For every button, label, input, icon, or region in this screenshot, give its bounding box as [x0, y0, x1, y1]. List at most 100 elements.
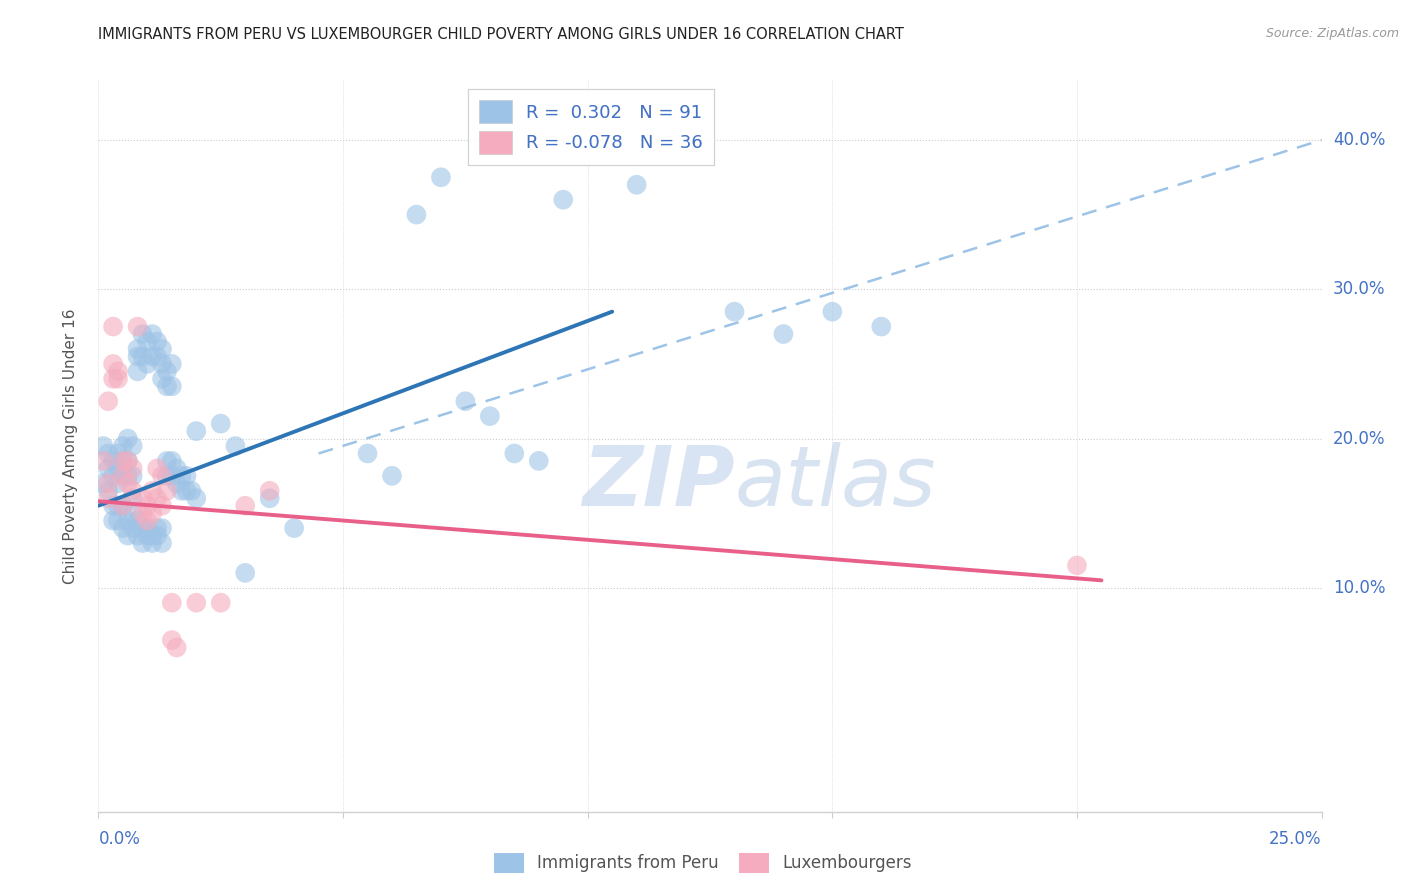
- Point: [141, 536, 163, 550]
- Point: [111, 499, 134, 513]
- Point: [146, 521, 169, 535]
- Point: [97, 394, 120, 409]
- Point: [97, 461, 120, 475]
- Point: [91, 439, 114, 453]
- Point: [107, 461, 129, 475]
- Point: [101, 372, 124, 386]
- Point: [283, 521, 305, 535]
- Point: [101, 514, 124, 528]
- Text: 20.0%: 20.0%: [1333, 430, 1385, 448]
- Point: [101, 454, 124, 468]
- Point: [821, 304, 844, 318]
- Point: [97, 491, 120, 506]
- Point: [160, 633, 183, 648]
- Point: [146, 491, 169, 506]
- Text: ZIP: ZIP: [582, 442, 734, 523]
- Text: 0.0%: 0.0%: [98, 830, 141, 847]
- Point: [160, 468, 183, 483]
- Point: [150, 372, 173, 386]
- Point: [107, 446, 129, 460]
- Point: [1066, 558, 1088, 573]
- Point: [553, 193, 575, 207]
- Point: [170, 468, 193, 483]
- Point: [111, 499, 134, 513]
- Point: [117, 476, 139, 491]
- Point: [107, 499, 129, 513]
- Point: [141, 326, 163, 341]
- Point: [131, 350, 153, 364]
- Text: 30.0%: 30.0%: [1333, 280, 1385, 298]
- Point: [111, 454, 134, 468]
- Point: [170, 483, 193, 498]
- Point: [107, 476, 129, 491]
- Point: [150, 536, 173, 550]
- Point: [111, 439, 134, 453]
- Text: Source: ZipAtlas.com: Source: ZipAtlas.com: [1265, 27, 1399, 40]
- Point: [136, 334, 159, 349]
- Point: [121, 491, 143, 506]
- Point: [156, 364, 179, 378]
- Point: [146, 334, 169, 349]
- Y-axis label: Child Poverty Among Girls Under 16: Child Poverty Among Girls Under 16: [63, 309, 77, 583]
- Text: 10.0%: 10.0%: [1333, 579, 1385, 597]
- Point: [127, 342, 149, 356]
- Point: [723, 304, 745, 318]
- Point: [111, 521, 134, 535]
- Point: [136, 357, 159, 371]
- Point: [870, 319, 893, 334]
- Point: [127, 364, 149, 378]
- Point: [150, 521, 173, 535]
- Point: [626, 178, 648, 192]
- Point: [141, 506, 163, 520]
- Point: [160, 454, 183, 468]
- Point: [259, 491, 281, 506]
- Point: [233, 499, 256, 513]
- Point: [209, 417, 232, 431]
- Point: [141, 528, 163, 542]
- Point: [160, 379, 183, 393]
- Point: [233, 566, 256, 580]
- Point: [111, 468, 134, 483]
- Point: [146, 350, 169, 364]
- Text: IMMIGRANTS FROM PERU VS LUXEMBOURGER CHILD POVERTY AMONG GIRLS UNDER 16 CORRELAT: IMMIGRANTS FROM PERU VS LUXEMBOURGER CHI…: [98, 27, 904, 42]
- Point: [136, 514, 159, 528]
- Point: [101, 319, 124, 334]
- Point: [772, 326, 794, 341]
- Point: [97, 483, 120, 498]
- Point: [107, 372, 129, 386]
- Point: [136, 499, 159, 513]
- Point: [160, 357, 183, 371]
- Point: [107, 514, 129, 528]
- Point: [127, 350, 149, 364]
- Point: [150, 342, 173, 356]
- Point: [97, 446, 120, 460]
- Point: [101, 357, 124, 371]
- Point: [156, 379, 179, 393]
- Point: [111, 454, 134, 468]
- Text: 25.0%: 25.0%: [1270, 830, 1322, 847]
- Legend: R =  0.302   N = 91, R = -0.078   N = 36: R = 0.302 N = 91, R = -0.078 N = 36: [468, 89, 714, 165]
- Point: [141, 483, 163, 498]
- Point: [209, 596, 232, 610]
- Point: [121, 468, 143, 483]
- Point: [117, 454, 139, 468]
- Point: [160, 596, 183, 610]
- Point: [156, 454, 179, 468]
- Point: [224, 439, 246, 453]
- Point: [176, 483, 198, 498]
- Point: [121, 439, 143, 453]
- Text: 40.0%: 40.0%: [1333, 131, 1385, 149]
- Point: [117, 528, 139, 542]
- Point: [131, 491, 153, 506]
- Point: [146, 461, 169, 475]
- Point: [478, 409, 501, 424]
- Point: [131, 506, 153, 520]
- Point: [117, 432, 139, 446]
- Point: [146, 528, 169, 542]
- Point: [131, 326, 153, 341]
- Legend: Immigrants from Peru, Luxembourgers: Immigrants from Peru, Luxembourgers: [488, 847, 918, 880]
- Point: [127, 514, 149, 528]
- Point: [186, 596, 208, 610]
- Point: [121, 483, 143, 498]
- Point: [121, 506, 143, 520]
